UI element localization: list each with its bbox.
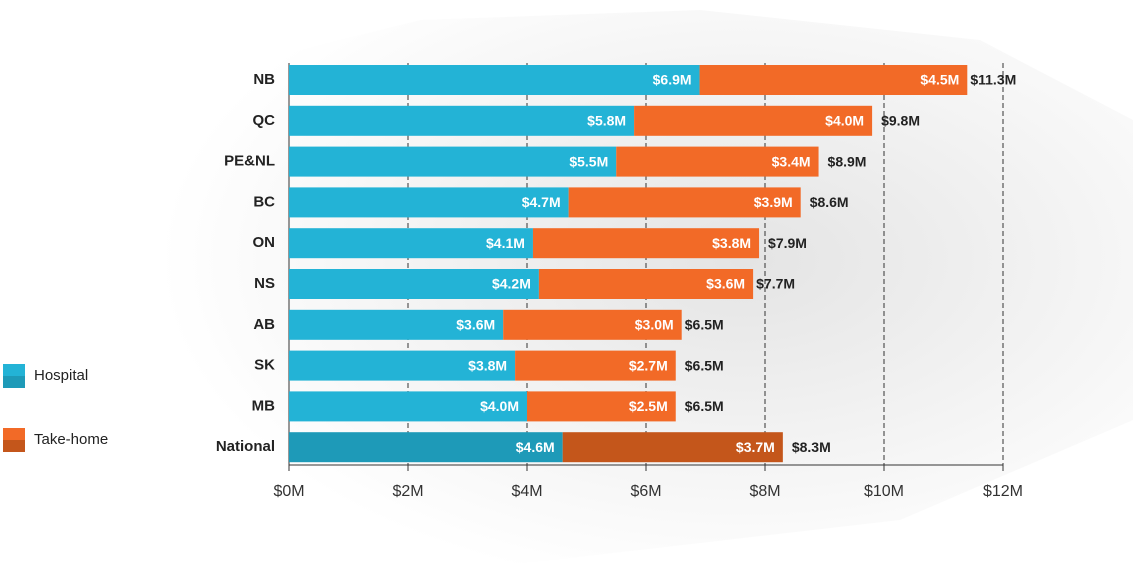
value-label: $3.6M (456, 317, 495, 333)
bar-segment (538, 269, 754, 299)
y-tick-label: SK (254, 357, 275, 374)
value-label: $3.6M (706, 276, 745, 292)
bar-segment (289, 105, 635, 136)
y-tick-label: AB (253, 316, 275, 333)
bar-segment (532, 228, 760, 259)
y-tick-label: PE&NL (224, 153, 275, 170)
value-label: $3.7M (736, 439, 775, 455)
value-label: $4.1M (486, 235, 525, 251)
legend-label: Hospital (34, 367, 88, 384)
y-tick-label: NS (254, 275, 275, 292)
value-label: $2.5M (629, 398, 668, 414)
value-label: $4.2M (492, 276, 531, 292)
x-tick-label: $12M (983, 483, 1023, 500)
bar-segment (289, 228, 533, 259)
value-label: $3.8M (468, 357, 507, 373)
x-tick-label: $6M (630, 483, 661, 500)
total-label: $8.6M (810, 194, 849, 210)
total-label: $7.9M (768, 235, 807, 251)
value-label: $3.9M (754, 194, 793, 210)
bar-segment (634, 105, 873, 136)
x-tick-label: $2M (392, 483, 423, 500)
legend-swatch (3, 440, 25, 452)
total-label: $9.8M (881, 113, 920, 129)
y-tick-label: ON (253, 234, 276, 251)
bar-segment (562, 432, 783, 463)
legend-swatch (3, 428, 25, 440)
value-label: $4.7M (522, 194, 561, 210)
total-label: $6.5M (685, 398, 724, 414)
total-label: $7.7M (756, 276, 795, 292)
value-label: $5.8M (587, 113, 626, 129)
value-label: $5.5M (569, 153, 608, 169)
y-tick-label: National (216, 438, 275, 455)
value-label: $4.0M (480, 398, 519, 414)
y-tick-label: NB (253, 71, 275, 88)
bar-segment (616, 146, 819, 177)
y-tick-label: MB (252, 397, 275, 414)
value-label: $4.5M (920, 72, 959, 88)
total-label: $8.3M (792, 439, 831, 455)
x-tick-label: $0M (273, 483, 304, 500)
value-label: $3.4M (772, 153, 811, 169)
legend-label: Take-home (34, 431, 108, 448)
bar-segment (699, 65, 968, 95)
legend-swatch (3, 364, 25, 376)
value-label: $4.0M (825, 113, 864, 129)
value-label: $4.6M (516, 439, 555, 455)
bar-segment (568, 187, 801, 218)
x-tick-label: $10M (864, 483, 904, 500)
bar-segment (289, 432, 563, 463)
bar-segment (503, 309, 682, 340)
bar-segment (289, 187, 569, 218)
y-tick-label: QC (253, 112, 276, 129)
total-label: $6.5M (685, 357, 724, 373)
legend-swatch (3, 376, 25, 388)
total-label: $11.3M (970, 72, 1016, 88)
value-label: $3.8M (712, 235, 751, 251)
bar-segment (289, 146, 617, 177)
y-tick-label: BC (253, 193, 275, 210)
bar-segment (289, 65, 700, 95)
bar-segment (515, 350, 676, 381)
bar-segment (289, 269, 539, 299)
value-label: $6.9M (653, 72, 692, 88)
value-label: $3.0M (635, 317, 674, 333)
bar-segment (289, 350, 516, 381)
total-label: $6.5M (685, 317, 724, 333)
value-label: $2.7M (629, 357, 668, 373)
total-label: $8.9M (828, 153, 867, 169)
bar-segment (289, 391, 527, 422)
x-tick-label: $8M (749, 483, 780, 500)
x-tick-label: $4M (511, 483, 542, 500)
bar-segment (289, 309, 504, 340)
bar-segment (527, 391, 676, 422)
